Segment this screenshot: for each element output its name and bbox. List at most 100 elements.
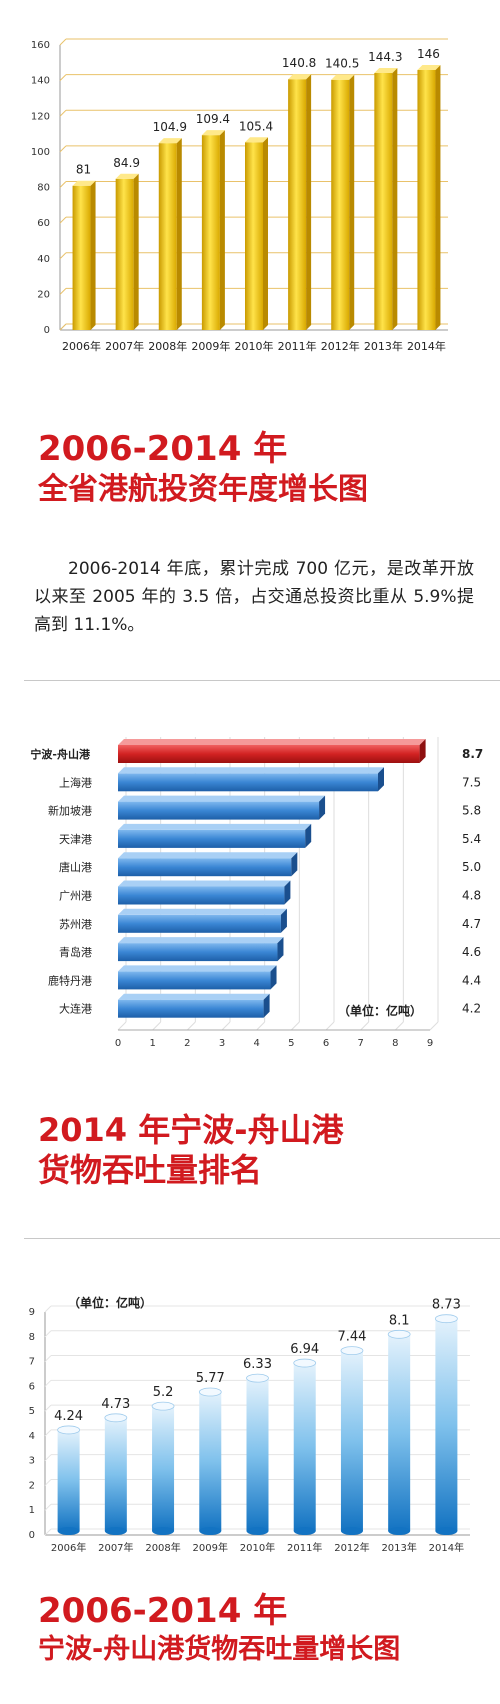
category-label: 新加坡港 [48, 804, 92, 818]
value-label: 4.4 [462, 973, 481, 987]
bar-top [246, 1373, 269, 1383]
section1-paragraph: 2006-2014 年底，累计完成 700 亿元，是改革开放以来至 2005 年… [34, 559, 474, 635]
bar [331, 79, 350, 330]
bar-side [378, 767, 384, 792]
bar-base [246, 1527, 269, 1535]
bar [152, 1406, 175, 1531]
category-label: 苏州港 [59, 918, 92, 931]
bar-top [118, 880, 291, 887]
section2-title-line2: 货物吞吐量排名 [38, 1151, 263, 1189]
bar [374, 72, 393, 330]
bar [115, 178, 134, 330]
gridline-depth [59, 38, 67, 46]
bar-base [104, 1527, 127, 1535]
bar-side [349, 74, 355, 330]
value-label: 4.6 [462, 945, 481, 959]
gridline-depth [59, 216, 67, 224]
bar-top [288, 74, 312, 80]
bar [293, 1363, 316, 1531]
value-label: 146 [417, 47, 440, 61]
x-tick-label: 0 [115, 1038, 121, 1049]
bar-side [219, 130, 225, 330]
bar-side [176, 138, 182, 330]
bar-base [293, 1527, 316, 1535]
gridline-depth [44, 1454, 52, 1462]
y-tick-label: 9 [29, 1307, 35, 1318]
throughput-growth-chart: 0 1 2 3 4 5 6 7 8 9 4.24 2006年 4.73 2007年 5.2 2008年 5.77… [29, 1295, 470, 1554]
value-label: 5.77 [196, 1371, 225, 1386]
bar-top [434, 1314, 458, 1324]
category-label: 唐山港 [59, 860, 92, 874]
bar [246, 1378, 269, 1531]
category-label: 2010年 [240, 1541, 275, 1554]
bar-top [201, 130, 225, 136]
x-tick-label: 9 [427, 1038, 433, 1049]
bar [388, 1334, 411, 1531]
x-tick-label: 4 [253, 1038, 259, 1049]
category-label: 2007年 [98, 1541, 133, 1554]
category-label: 青岛港 [59, 945, 92, 959]
category-label: 大连港 [59, 1002, 92, 1016]
category-label: 2013年 [364, 339, 403, 353]
category-label: 2009年 [191, 339, 230, 353]
bar [118, 914, 281, 933]
bar [118, 858, 292, 877]
value-label: 84.9 [113, 156, 140, 170]
bar-top [340, 1346, 364, 1356]
category-label: 2010年 [235, 339, 274, 353]
bar [118, 829, 306, 848]
category-label: 2013年 [381, 1541, 416, 1554]
category-label: 2014年 [429, 1541, 464, 1554]
value-label: 6.33 [243, 1357, 272, 1372]
gridline-depth [59, 288, 67, 295]
gridline-depth [44, 1355, 52, 1362]
category-label: 宁波-舟山港 [30, 747, 91, 761]
bar [201, 135, 220, 330]
y-tick-label: 140 [31, 76, 50, 87]
category-label: 2006年 [62, 339, 101, 353]
section1-title-line1: 2006-2014 年 [38, 429, 288, 469]
bar [245, 142, 263, 330]
value-label: 7.44 [337, 1330, 366, 1345]
bar [118, 801, 320, 820]
x-tick-label: 1 [149, 1038, 155, 1049]
divider [24, 680, 500, 681]
category-label: 2008年 [145, 1541, 180, 1554]
bar-top [151, 1401, 175, 1411]
bar-top [118, 993, 270, 1000]
gridline-depth [117, 1021, 127, 1031]
bar-top [115, 173, 139, 179]
category-label: 2011年 [278, 339, 317, 353]
throughput-ranking-chart: 0 1 2 3 4 5 6 7 8 9 宁波-舟山港 8.7 上海港 7.5 新加坡港 5.8 天津港 5.4 唐山… [30, 737, 483, 1049]
category-label: 2007年 [105, 339, 144, 353]
category-label: 广州港 [59, 890, 92, 903]
bar [435, 1318, 458, 1531]
value-label: 144.3 [368, 50, 402, 64]
bar-base [152, 1527, 175, 1535]
y-tick-label: 2 [29, 1480, 35, 1491]
bar-top [118, 767, 384, 774]
value-label: 4.7 [462, 917, 481, 931]
section3-title-line2: 宁波-舟山港货物吞吐量增长图 [38, 1633, 401, 1665]
y-tick-label: 60 [37, 218, 50, 229]
category-label: 2006年 [51, 1541, 86, 1554]
gridline-depth [59, 145, 67, 153]
gridline-depth [59, 181, 67, 188]
bar-top [104, 1413, 128, 1423]
gridline-depth [44, 1379, 52, 1387]
y-tick-label: 80 [37, 183, 50, 194]
value-label: 6.94 [290, 1342, 319, 1357]
bar-base [57, 1527, 80, 1535]
value-label: 5.2 [153, 1385, 174, 1400]
bar-side [319, 795, 326, 820]
bar-top [198, 1387, 222, 1397]
bar-top [158, 138, 182, 144]
bar [118, 943, 278, 962]
bar [417, 69, 436, 330]
section2-title: 2014 年宁波-舟山港 货物吞吐量排名 [38, 1110, 344, 1190]
bar-top [118, 739, 426, 745]
category-label: 2011年 [287, 1541, 322, 1554]
x-tick-label: 6 [323, 1038, 329, 1049]
x-tick-label: 2 [184, 1038, 190, 1049]
bar-top [118, 795, 326, 802]
